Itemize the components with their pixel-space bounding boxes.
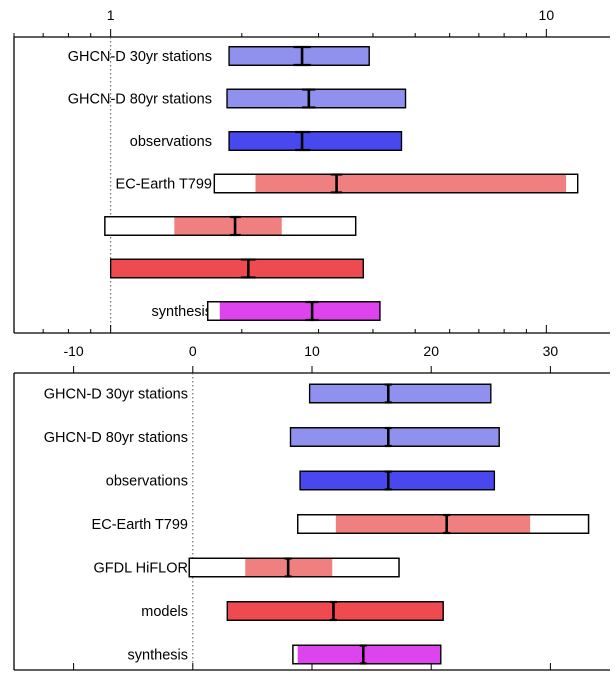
panel2-range-bar (309, 384, 491, 403)
panel2-range-outline (299, 470, 496, 491)
panel2-tick-label: 0 (189, 343, 197, 359)
panel2-range-bar (290, 428, 500, 446)
panel1: 1 10 GHCN-D 30yr stations GHCN-D 80yr stati… (13, 7, 610, 334)
panel2-range-outline (308, 383, 492, 404)
panel1-range-bar (219, 302, 380, 320)
panel2: -10 0 10 20 30 GHCN-D 30yr stations GHCN-D 80y… (13, 343, 610, 671)
panel2-tick-label: 30 (543, 343, 559, 359)
panel1-range-outline (207, 301, 381, 321)
panel1-range-outline (226, 88, 407, 109)
panel2-range-bar (227, 602, 444, 620)
panel2-range-bar (300, 471, 495, 490)
panel2-tick-label: 10 (304, 343, 320, 359)
panel1-row-label: observations (130, 134, 212, 150)
panel1-row-label: synthesis (152, 304, 212, 320)
panel1-row-label: GHCN-D 30yr stations (68, 49, 212, 65)
panel2-tick-label: 20 (423, 343, 439, 359)
panel1-range-bar (255, 174, 567, 193)
panel1-row-label: EC-Earth T799 (116, 177, 212, 193)
panel1-range-outline (228, 131, 403, 151)
panel2-row-label: observations (106, 474, 188, 490)
panel2-range-outline (188, 557, 400, 578)
panel1-range-bar (227, 89, 406, 108)
panel1-row-label: GHCN-D 80yr stations (68, 92, 212, 108)
panel1-range-outline (213, 173, 579, 194)
panel2-row-label: models (141, 604, 188, 620)
panel1-tick-label: 10 (539, 7, 555, 23)
panel1-range-bar (110, 259, 364, 278)
panel2-row-label: GFDL HiFLOR (93, 561, 188, 577)
panel2-row-label: GHCN-D 80yr stations (44, 430, 188, 446)
panel1-tick-label: 1 (107, 7, 115, 23)
panel2-tick-label: -10 (63, 343, 83, 359)
panel1-range-bar (174, 217, 282, 235)
panel2-row-label: synthesis (128, 648, 188, 664)
panel2-row-label: GHCN-D 30yr stations (44, 387, 188, 403)
panel1-range-outline (110, 258, 364, 279)
panel2-range-bar (335, 515, 531, 533)
panel2-range-outline (289, 427, 500, 447)
panel1-range-bar (229, 47, 370, 65)
panel2-row-label: EC-Earth T799 (92, 517, 188, 533)
panel2-range-bar (297, 645, 441, 664)
panel1-range-bar (229, 132, 402, 150)
